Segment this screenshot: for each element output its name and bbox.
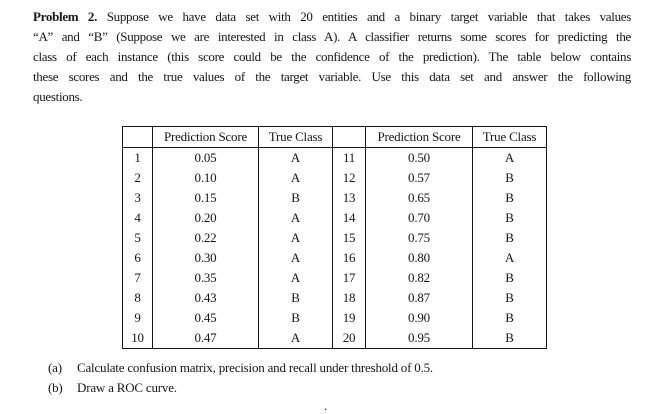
problem-text-line: questions. [33,89,83,104]
true-class: B [472,188,547,208]
scores-table: Prediction Score True Class Prediction S… [122,126,547,349]
table-row: 8 0.43 B 18 0.87 B [122,288,547,308]
entity-index: 14 [332,208,366,228]
prediction-score: 0.57 [365,168,473,188]
entity-index: 19 [332,308,366,328]
true-class: A [472,248,547,268]
prediction-score: 0.80 [365,248,473,268]
true-class: A [258,208,333,228]
true-class: B [472,208,547,228]
entity-index: 15 [332,228,366,248]
prediction-score: 0.30 [152,248,259,268]
table-header-row: Prediction Score True Class Prediction S… [122,126,547,148]
prediction-score: 0.43 [152,288,259,308]
entity-index: 10 [122,328,153,349]
problem-number-label: Problem 2. [33,9,98,24]
questions-list: (a) Calculate confusion matrix, precision… [48,358,433,398]
true-class: A [258,147,333,168]
true-class: B [258,188,333,208]
prediction-score: 0.22 [152,228,259,248]
question-text: Calculate confusion matrix, precision an… [77,360,433,375]
entity-index: 12 [332,168,366,188]
header-true-class-right: True Class [472,126,547,148]
problem-text: Suppose we have data set with 20 entitie… [106,9,631,24]
entity-index: 17 [332,268,366,288]
true-class: A [258,328,333,349]
prediction-score: 0.45 [152,308,259,328]
header-prediction-score-left: Prediction Score [152,126,259,148]
prediction-score: 0.15 [152,188,259,208]
question-label: (b) [48,380,63,395]
true-class: B [472,168,547,188]
true-class: A [472,147,547,168]
entity-index: 11 [332,147,366,168]
entity-index: 3 [122,188,153,208]
prediction-score: 0.65 [365,188,473,208]
question-item-a: (a) Calculate confusion matrix, precision… [48,358,433,378]
header-prediction-score-right: Prediction Score [365,126,473,148]
prediction-score: 0.05 [152,147,259,168]
entity-index: 4 [122,208,153,228]
table-row: 5 0.22 A 15 0.75 B [122,228,547,248]
entity-index: 18 [332,288,366,308]
entity-index: 1 [122,147,153,168]
question-item-b: (b) Draw a ROC curve. [48,378,433,398]
table-row: 3 0.15 B 13 0.65 B [122,188,547,208]
true-class: A [258,268,333,288]
prediction-score: 0.90 [365,308,473,328]
prediction-score: 0.35 [152,268,259,288]
entity-index: 9 [122,308,153,328]
problem-text-line: “A” and “B” (Suppose we are interested i… [33,29,631,44]
table-row: 2 0.10 A 12 0.57 B [122,168,547,188]
problem-text-line: class of each instance (this score could… [33,49,631,64]
problem-text-line: Problem 2. Suppose we have data set with… [33,7,631,27]
question-label: (a) [48,360,62,375]
entity-index: 6 [122,248,153,268]
prediction-score: 0.20 [152,208,259,228]
true-class: B [258,308,333,328]
prediction-score: 0.95 [365,328,473,349]
entity-index: 20 [332,328,366,349]
entity-index: 13 [332,188,366,208]
prediction-score: 0.70 [365,208,473,228]
entity-index: 8 [122,288,153,308]
prediction-score: 0.87 [365,288,473,308]
prediction-score: 0.47 [152,328,259,349]
true-class: B [258,288,333,308]
stray-period-mark: . [324,398,328,413]
prediction-score: 0.10 [152,168,259,188]
table-row: 10 0.47 A 20 0.95 B [122,328,547,349]
entity-index: 16 [332,248,366,268]
true-class: B [472,308,547,328]
table-row: 1 0.05 A 11 0.50 A [122,147,547,168]
true-class: B [472,328,547,349]
true-class: B [472,288,547,308]
question-text: Draw a ROC curve. [77,380,177,395]
problem-statement: Problem 2. Suppose we have data set with… [33,7,631,107]
prediction-score: 0.82 [365,268,473,288]
table-row: 9 0.45 B 19 0.90 B [122,308,547,328]
table-row: 7 0.35 A 17 0.82 B [122,268,547,288]
table-row: 4 0.20 A 14 0.70 B [122,208,547,228]
prediction-score: 0.75 [365,228,473,248]
problem-text-line: these scores and the true values of the … [33,69,631,84]
header-index-right [332,126,366,148]
header-index-left [122,126,153,148]
true-class: B [472,268,547,288]
entity-index: 7 [122,268,153,288]
true-class: B [472,228,547,248]
entity-index: 5 [122,228,153,248]
true-class: A [258,168,333,188]
entity-index: 2 [122,168,153,188]
table-row: 6 0.30 A 16 0.80 A [122,248,547,268]
true-class: A [258,228,333,248]
true-class: A [258,248,333,268]
header-true-class-left: True Class [258,126,333,148]
prediction-score: 0.50 [365,147,473,168]
